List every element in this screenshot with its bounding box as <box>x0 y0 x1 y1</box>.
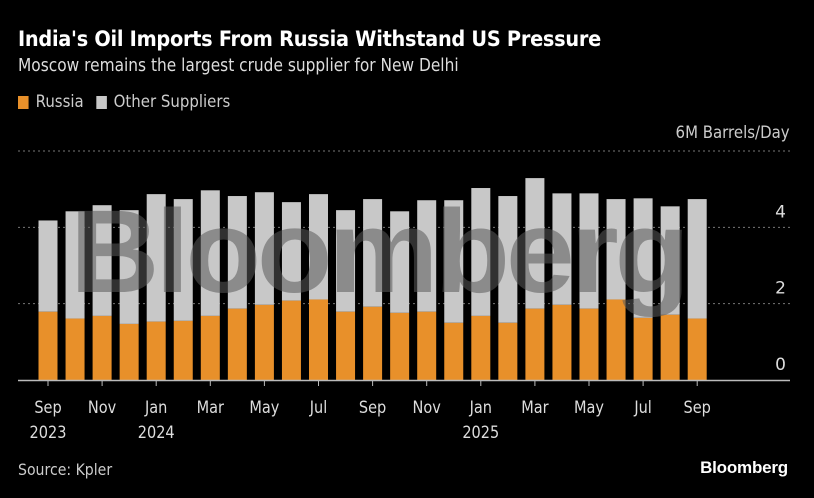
bar-other-suppliers <box>606 199 626 300</box>
x-tick-label-month: Jan <box>469 398 492 417</box>
bar-other-suppliers <box>687 199 707 319</box>
y-tick-label: 2 <box>775 279 786 299</box>
source-note: Source: Kpler <box>18 460 113 479</box>
x-tick-label-year: 2024 <box>138 423 175 442</box>
x-axis: Sep 2023 Nov Jan 2024 Mar May Jul Sep Nov Jan 2025 M… <box>18 379 790 442</box>
x-tick-label-month: Mar <box>197 398 225 417</box>
x-tick-label-month: May <box>249 398 279 417</box>
bar-russia <box>687 318 707 380</box>
bar-russia <box>525 308 545 380</box>
bar-russia <box>579 308 599 380</box>
bar-other-suppliers <box>579 193 599 309</box>
bar-other-suppliers <box>119 210 139 324</box>
watermark-text: Bloomberg <box>70 185 686 318</box>
x-tick-label-month: Jul <box>633 398 651 417</box>
bar-other-suppliers <box>525 178 545 309</box>
y-tick-labels: 0 2 4 <box>775 202 786 375</box>
bar-other-suppliers <box>552 193 572 305</box>
legend-label-russia: Russia <box>35 92 84 112</box>
bar-other-suppliers <box>471 188 491 316</box>
bar-russia <box>227 308 247 380</box>
bar-russia <box>336 311 356 380</box>
bar-other-suppliers <box>336 210 356 312</box>
chart-title: India's Oil Imports From Russia Withstan… <box>18 27 601 51</box>
bar-other-suppliers <box>390 211 410 313</box>
bar-russia <box>200 315 220 380</box>
bar-russia <box>254 304 274 380</box>
bar-russia <box>281 300 301 380</box>
bar-other-suppliers <box>65 211 85 319</box>
bar-other-suppliers <box>146 194 166 322</box>
x-tick-label-year: 2025 <box>462 423 499 442</box>
bar-other-suppliers <box>173 199 193 321</box>
bar-russia <box>363 306 383 380</box>
bar-russia <box>660 314 680 380</box>
bar-russia <box>606 299 626 380</box>
y-axis-unit-label: 6M Barrels/Day <box>675 123 790 143</box>
bar-russia <box>390 312 410 380</box>
bar-other-suppliers <box>92 205 112 316</box>
x-tick-label-month: Jul <box>309 398 327 417</box>
chart-subtitle: Moscow remains the largest crude supplie… <box>18 56 459 76</box>
x-tick-label-month: Jan <box>144 398 167 417</box>
x-tick-label-year: 2023 <box>30 423 67 442</box>
bar-russia <box>633 317 653 380</box>
bar-other-suppliers <box>633 198 653 318</box>
bar-other-suppliers <box>227 196 247 309</box>
bar-russia <box>444 322 464 380</box>
bars <box>38 178 707 380</box>
x-tick-label-month: Mar <box>521 398 549 417</box>
bar-other-suppliers <box>444 200 464 323</box>
bar-russia <box>417 311 437 380</box>
watermark: Bloomberg <box>70 185 690 318</box>
legend: Russia Other Suppliers <box>18 92 243 112</box>
bar-russia <box>552 304 572 380</box>
x-tick-label-month: Nov <box>88 398 116 417</box>
bar-other-suppliers <box>200 190 220 316</box>
bar-other-suppliers <box>254 192 274 305</box>
bar-other-suppliers <box>38 220 58 312</box>
x-tick-label-month: May <box>574 398 604 417</box>
y-tick-label: 0 <box>775 355 786 375</box>
bar-other-suppliers <box>498 196 518 323</box>
x-tick-label-month: Sep <box>684 398 711 417</box>
bar-other-suppliers <box>363 199 383 307</box>
bar-russia <box>65 318 85 380</box>
bar-russia <box>38 311 58 380</box>
bar-other-suppliers <box>281 202 301 301</box>
bar-russia <box>498 322 518 380</box>
bar-other-suppliers <box>309 194 328 300</box>
x-tick-label-month: Sep <box>34 398 61 417</box>
legend-item-other-suppliers: Other Suppliers <box>96 92 230 112</box>
bar-other-suppliers <box>660 206 680 315</box>
legend-label-other-suppliers: Other Suppliers <box>113 92 231 112</box>
x-tick-label-month: Sep <box>359 398 386 417</box>
legend-swatch-other-suppliers <box>96 95 107 109</box>
bar-other-suppliers <box>417 200 437 312</box>
y-tick-label: 4 <box>775 202 786 222</box>
bloomberg-logo: Bloomberg <box>700 458 788 477</box>
bar-russia <box>92 315 112 380</box>
bar-russia <box>173 320 193 380</box>
bar-russia <box>119 323 139 380</box>
legend-swatch-russia <box>18 95 29 109</box>
bar-russia <box>309 299 328 380</box>
bar-russia <box>471 315 491 380</box>
bar-russia <box>146 321 166 380</box>
legend-item-russia: Russia <box>18 92 84 112</box>
x-tick-label-month: Nov <box>413 398 441 417</box>
